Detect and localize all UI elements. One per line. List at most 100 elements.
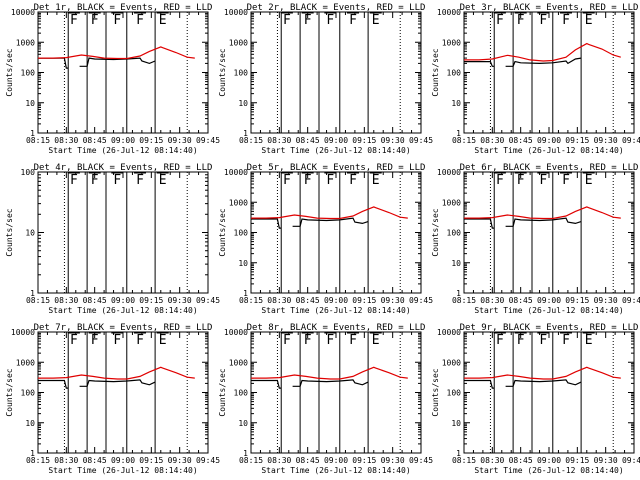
flag-label: F <box>496 333 504 348</box>
flag-label: F <box>349 173 357 188</box>
panel-title: Det 3r, BLACK = Events, RED = LLD <box>460 3 639 13</box>
x-tick-label: 09:45 <box>409 456 433 465</box>
x-tick-label: 09:45 <box>196 136 220 145</box>
y-axis-label: Counts/sec <box>218 208 227 256</box>
y-tick-label: 1000 <box>442 198 461 207</box>
x-tick-label: 09:15 <box>565 296 589 305</box>
plot-frame <box>250 331 422 454</box>
x-tick-label: 09:00 <box>537 456 561 465</box>
y-tick-label: 10000 <box>11 8 35 17</box>
y-tick-label: 10000 <box>224 8 248 17</box>
flag-label: F <box>91 173 99 188</box>
x-tick-label: 08:45 <box>296 456 320 465</box>
y-tick-label: 100 <box>447 69 462 78</box>
x-tick-label: 08:45 <box>296 136 320 145</box>
x-tick-label: 09:45 <box>409 296 433 305</box>
y-tick-label: 1000 <box>229 198 248 207</box>
x-tick-label: 08:15 <box>452 296 476 305</box>
x-tick-label: 08:30 <box>267 136 291 145</box>
lld-series-line <box>251 206 408 220</box>
y-tick-label: 10 <box>25 419 35 428</box>
x-tick-label: 09:00 <box>537 136 561 145</box>
x-tick-label: 08:30 <box>480 136 504 145</box>
events-series-line <box>292 379 369 387</box>
x-tick-label: 09:45 <box>622 296 640 305</box>
plot-frame <box>250 171 422 294</box>
flag-label: F <box>517 173 525 188</box>
x-tick-label: 08:15 <box>239 136 263 145</box>
plot-frame <box>463 11 635 134</box>
flag-label: F <box>562 173 570 188</box>
y-axis-label: Counts/sec <box>5 48 14 96</box>
x-tick-label: 09:15 <box>565 456 589 465</box>
y-tick-label: 10 <box>238 419 248 428</box>
flag-label: F <box>136 173 144 188</box>
panel-title: Det 4r, BLACK = Events, RED = LLD <box>34 163 213 173</box>
x-tick-label: 08:30 <box>54 136 78 145</box>
flag-label: F <box>539 173 547 188</box>
flag-label: F <box>136 13 144 28</box>
x-tick-label: 08:15 <box>239 456 263 465</box>
flag-label: E <box>585 333 593 348</box>
x-tick-label: 09:30 <box>594 136 618 145</box>
y-tick-label: 1 <box>243 449 248 458</box>
x-tick-label: 09:30 <box>381 136 405 145</box>
flag-label: F <box>517 13 525 28</box>
flag-label: F <box>326 333 334 348</box>
y-tick-label: 100 <box>21 168 36 177</box>
flag-label: F <box>283 173 291 188</box>
x-tick-label: 09:30 <box>594 296 618 305</box>
events-series-line <box>79 379 156 387</box>
panel-title: Det 7r, BLACK = Events, RED = LLD <box>34 323 213 333</box>
flag-label: F <box>562 13 570 28</box>
x-axis-label: Start Time (26-Jul-12 08:14:40) <box>48 146 197 155</box>
flag-label: E <box>159 333 167 348</box>
x-axis-label: Start Time (26-Jul-12 08:14:40) <box>48 466 197 475</box>
det2-panel: Det 2r, BLACK = Events, RED = LLD 1 10 100 1… <box>218 3 433 155</box>
y-tick-label: 1 <box>30 129 35 138</box>
x-tick-label: 08:45 <box>509 136 533 145</box>
x-tick-label: 08:45 <box>83 456 107 465</box>
flag-label: F <box>304 173 312 188</box>
x-tick-label: 09:15 <box>352 296 376 305</box>
flag-label: F <box>539 333 547 348</box>
panel-title: Det 2r, BLACK = Events, RED = LLD <box>247 3 426 13</box>
y-tick-label: 10 <box>451 259 461 268</box>
flag-label: F <box>496 13 504 28</box>
x-tick-label: 09:45 <box>622 456 640 465</box>
flag-label: F <box>113 13 121 28</box>
y-axis-label: Counts/sec <box>431 48 440 96</box>
x-tick-label: 08:15 <box>26 136 50 145</box>
x-tick-label: 09:00 <box>111 136 135 145</box>
x-tick-label: 08:30 <box>54 456 78 465</box>
flag-label: F <box>304 333 312 348</box>
x-tick-label: 08:30 <box>54 296 78 305</box>
flag-label: F <box>349 13 357 28</box>
flag-label: F <box>91 333 99 348</box>
flag-label: F <box>562 333 570 348</box>
y-axis-label: Counts/sec <box>218 48 227 96</box>
y-tick-label: 10000 <box>437 8 461 17</box>
x-tick-label: 08:30 <box>267 296 291 305</box>
plot-frame <box>37 11 209 134</box>
det4-panel: Det 4r, BLACK = Events, RED = LLD 1 10 100 0… <box>5 163 220 315</box>
events-series-line <box>38 57 69 69</box>
events-series-line <box>251 218 282 229</box>
y-tick-label: 1 <box>243 289 248 298</box>
det9-panel: Det 9r, BLACK = Events, RED = LLD 1 10 100 1… <box>431 323 640 475</box>
lld-series-line <box>251 366 408 380</box>
events-series-line <box>38 379 69 389</box>
y-tick-label: 1 <box>456 129 461 138</box>
y-tick-label: 1000 <box>229 38 248 47</box>
y-tick-label: 10 <box>451 99 461 108</box>
flag-label: F <box>70 333 78 348</box>
x-tick-label: 09:15 <box>565 136 589 145</box>
x-tick-label: 09:45 <box>409 136 433 145</box>
x-tick-label: 09:00 <box>324 136 348 145</box>
events-series-line <box>464 218 495 229</box>
flag-label: F <box>91 13 99 28</box>
lld-series-line <box>38 366 195 380</box>
events-series-line <box>292 217 369 227</box>
flag-label: E <box>372 13 380 28</box>
